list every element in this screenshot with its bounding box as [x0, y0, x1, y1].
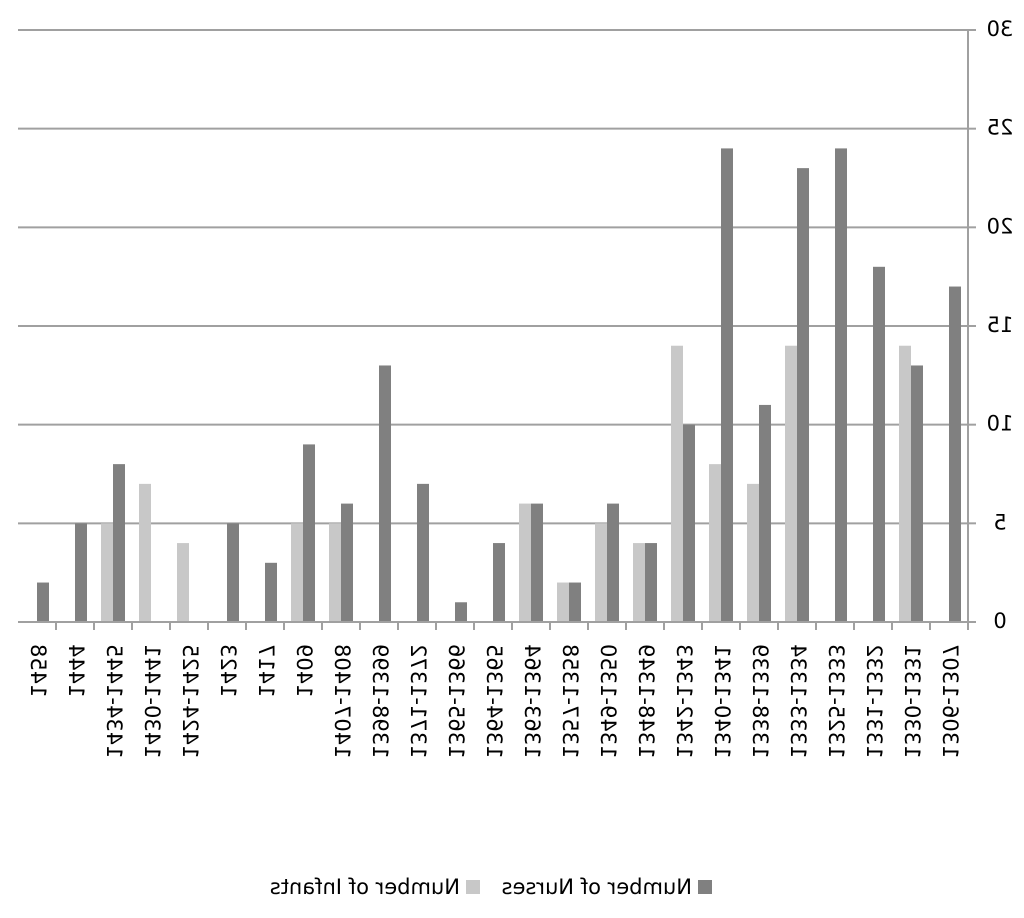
legend-swatch [466, 880, 480, 894]
bar [607, 503, 619, 622]
bar [101, 523, 113, 622]
bar [329, 523, 341, 622]
x-tick-label: 1333-1334 [786, 644, 810, 758]
bar [379, 365, 391, 622]
y-tick-label: 30 [987, 17, 1014, 41]
x-tick-label: 1349-1350 [596, 644, 620, 758]
y-tick-label: 0 [993, 609, 1006, 633]
bar [557, 582, 569, 622]
bar [227, 523, 239, 622]
bar [303, 444, 315, 622]
x-tick-label: 1325-1333 [824, 644, 848, 758]
x-tick-label: 1424-1425 [178, 644, 202, 758]
x-tick-label: 1340-1341 [710, 644, 734, 758]
x-tick-label: 1434-1445 [102, 644, 126, 758]
bar [113, 464, 125, 622]
bar [37, 582, 49, 622]
y-tick-label: 5 [993, 510, 1006, 534]
bar [747, 483, 759, 622]
bar [645, 543, 657, 622]
x-tick-label: 1363-1364 [520, 644, 544, 758]
bar [759, 404, 771, 622]
bar [797, 168, 809, 622]
y-tick-label: 15 [987, 313, 1014, 337]
x-tick-label: 1430-1441 [140, 644, 164, 758]
x-tick-label: 1330-1331 [900, 644, 924, 758]
x-tick-label: 1365-1366 [444, 644, 468, 758]
x-tick-label: 1409 [292, 644, 316, 697]
x-tick-label: 1423 [216, 644, 240, 697]
bar [291, 523, 303, 622]
bar [455, 602, 467, 622]
x-tick-label: 1371-1372 [406, 644, 430, 758]
bar [341, 503, 353, 622]
bar [75, 523, 87, 622]
y-tick-label: 25 [987, 116, 1014, 140]
x-tick-label: 1444 [64, 644, 88, 697]
bar [633, 543, 645, 622]
bar [709, 464, 721, 622]
legend-label: Number of Infants [270, 875, 460, 899]
y-tick-label: 20 [987, 214, 1014, 238]
bar [949, 286, 961, 622]
bar [177, 543, 189, 622]
x-tick-label: 1398-1399 [368, 644, 392, 758]
x-tick-label: 1458 [26, 644, 50, 697]
x-tick-label: 1338-1339 [748, 644, 772, 758]
legend-label: Number of Nurses [502, 875, 692, 899]
bar [899, 345, 911, 622]
bar [911, 365, 923, 622]
x-tick-label: 1407-1408 [330, 644, 354, 758]
bar [569, 582, 581, 622]
bar [721, 148, 733, 622]
x-tick-label: 1357-1358 [558, 644, 582, 758]
bar [671, 345, 683, 622]
bar [519, 503, 531, 622]
bar [683, 424, 695, 622]
bar [595, 523, 607, 622]
x-tick-label: 1342-1343 [672, 644, 696, 758]
bar [139, 483, 151, 622]
x-tick-label: 1364-1365 [482, 644, 506, 758]
bar [493, 543, 505, 622]
bar [265, 562, 277, 622]
bar [835, 148, 847, 622]
x-tick-label: 1331-1332 [862, 644, 886, 758]
bar [531, 503, 543, 622]
bar [417, 483, 429, 622]
x-tick-label: 1417 [254, 644, 278, 697]
x-tick-label: 1306-1307 [938, 644, 962, 758]
y-tick-label: 10 [987, 412, 1014, 436]
x-tick-label: 1348-1349 [634, 644, 658, 758]
legend-swatch [698, 880, 712, 894]
bar [785, 345, 797, 622]
bar [873, 266, 885, 622]
